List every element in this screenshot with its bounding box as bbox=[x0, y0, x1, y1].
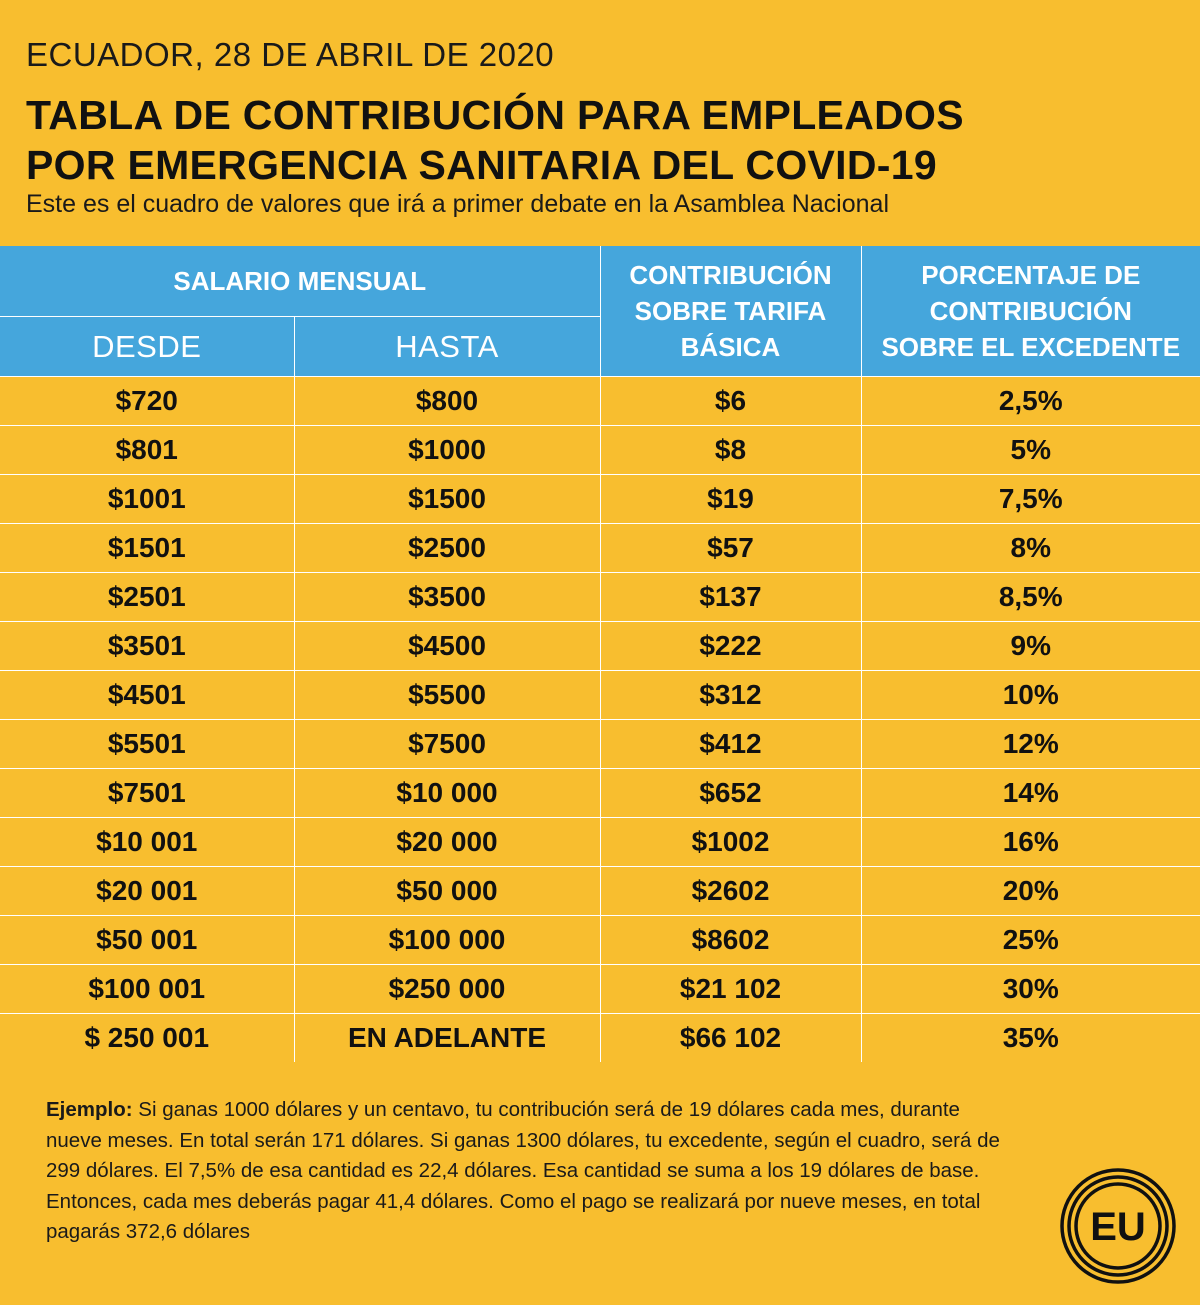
cell-contribucion: $2602 bbox=[599, 866, 862, 916]
table-row: $1001 $1500 $19 7,5% bbox=[0, 474, 1200, 524]
cell-desde: $20 001 bbox=[0, 866, 295, 916]
contribution-table: SALARIO MENSUAL CONTRIBUCIÓN SOBRE TARIF… bbox=[0, 246, 1200, 1062]
cell-hasta: EN ADELANTE bbox=[293, 1013, 601, 1062]
cell-hasta: $250 000 bbox=[293, 964, 601, 1014]
cell-desde: $1001 bbox=[0, 474, 295, 524]
table-row: $20 001 $50 000 $2602 20% bbox=[0, 866, 1200, 916]
table-row: $720 $800 $6 2,5% bbox=[0, 376, 1200, 426]
header-porcentaje-line-1: PORCENTAJE DE bbox=[921, 260, 1141, 290]
cell-desde: $1501 bbox=[0, 523, 295, 573]
cell-porcentaje: 12% bbox=[860, 719, 1200, 769]
header-contribucion: CONTRIBUCIÓN SOBRE TARIFA BÁSICA bbox=[599, 246, 862, 377]
table-body: $720 $800 $6 2,5% $801 $1000 $8 5% $1001… bbox=[0, 376, 1200, 1062]
cell-desde: $801 bbox=[0, 425, 295, 475]
table-row: $ 250 001 EN ADELANTE $66 102 35% bbox=[0, 1013, 1200, 1062]
cell-porcentaje: 8% bbox=[860, 523, 1200, 573]
table-row: $1501 $2500 $57 8% bbox=[0, 523, 1200, 573]
title-line-2: POR EMERGENCIA SANITARIA DEL COVID-19 bbox=[26, 142, 937, 188]
cell-contribucion: $19 bbox=[599, 474, 862, 524]
title-line-1: TABLA DE CONTRIBUCIÓN PARA EMPLEADOS bbox=[26, 92, 964, 138]
example-text: Si ganas 1000 dólares y un centavo, tu c… bbox=[46, 1098, 1000, 1243]
header-contribucion-line-3: BÁSICA bbox=[680, 332, 781, 362]
cell-hasta: $3500 bbox=[293, 572, 601, 622]
cell-contribucion: $137 bbox=[599, 572, 862, 622]
header-desde: DESDE bbox=[0, 316, 295, 377]
cell-porcentaje: 7,5% bbox=[860, 474, 1200, 524]
cell-porcentaje: 5% bbox=[860, 425, 1200, 475]
table-row: $3501 $4500 $222 9% bbox=[0, 621, 1200, 671]
cell-hasta: $20 000 bbox=[293, 817, 601, 867]
eu-logo-text: EU bbox=[1090, 1205, 1146, 1249]
header-porcentaje-line-3: SOBRE EL EXCEDENTE bbox=[881, 332, 1181, 362]
cell-porcentaje: 20% bbox=[860, 866, 1200, 916]
table-row: $10 001 $20 000 $1002 16% bbox=[0, 817, 1200, 867]
table-row: $2501 $3500 $137 8,5% bbox=[0, 572, 1200, 622]
cell-porcentaje: 10% bbox=[860, 670, 1200, 720]
cell-hasta: $2500 bbox=[293, 523, 601, 573]
cell-porcentaje: 9% bbox=[860, 621, 1200, 671]
cell-desde: $100 001 bbox=[0, 964, 295, 1014]
table-row: $50 001 $100 000 $8602 25% bbox=[0, 915, 1200, 965]
cell-desde: $ 250 001 bbox=[0, 1013, 295, 1062]
page-title: TABLA DE CONTRIBUCIÓN PARA EMPLEADOS POR… bbox=[26, 90, 964, 190]
header-porcentaje-line-2: CONTRIBUCIÓN bbox=[929, 296, 1132, 326]
cell-desde: $50 001 bbox=[0, 915, 295, 965]
header-porcentaje: PORCENTAJE DE CONTRIBUCIÓN SOBRE EL EXCE… bbox=[860, 246, 1200, 377]
cell-contribucion: $1002 bbox=[599, 817, 862, 867]
cell-hasta: $4500 bbox=[293, 621, 601, 671]
table-row: $801 $1000 $8 5% bbox=[0, 425, 1200, 475]
cell-desde: $10 001 bbox=[0, 817, 295, 867]
example-note: Ejemplo: Si ganas 1000 dólares y un cent… bbox=[46, 1095, 1006, 1248]
table-row: $7501 $10 000 $652 14% bbox=[0, 768, 1200, 818]
cell-contribucion: $6 bbox=[599, 376, 862, 426]
cell-contribucion: $8602 bbox=[599, 915, 862, 965]
cell-desde: $5501 bbox=[0, 719, 295, 769]
cell-hasta: $5500 bbox=[293, 670, 601, 720]
header-contribucion-line-1: CONTRIBUCIÓN bbox=[629, 260, 832, 290]
header-hasta: HASTA bbox=[293, 316, 600, 377]
cell-desde: $4501 bbox=[0, 670, 295, 720]
cell-porcentaje: 16% bbox=[860, 817, 1200, 867]
cell-hasta: $50 000 bbox=[293, 866, 601, 916]
page-subtitle: Este es el cuadro de valores que irá a p… bbox=[26, 190, 890, 218]
cell-porcentaje: 25% bbox=[860, 915, 1200, 965]
cell-contribucion: $57 bbox=[599, 523, 862, 573]
table-row: $5501 $7500 $412 12% bbox=[0, 719, 1200, 769]
cell-desde: $2501 bbox=[0, 572, 295, 622]
cell-contribucion: $66 102 bbox=[599, 1013, 862, 1062]
cell-desde: $7501 bbox=[0, 768, 295, 818]
cell-hasta: $7500 bbox=[293, 719, 601, 769]
cell-porcentaje: 2,5% bbox=[860, 376, 1200, 426]
cell-desde: $3501 bbox=[0, 621, 295, 671]
eu-logo-icon: EU bbox=[1060, 1168, 1176, 1284]
cell-contribucion: $8 bbox=[599, 425, 862, 475]
table-row: $4501 $5500 $312 10% bbox=[0, 670, 1200, 720]
table-header: SALARIO MENSUAL CONTRIBUCIÓN SOBRE TARIF… bbox=[0, 246, 1200, 377]
cell-contribucion: $652 bbox=[599, 768, 862, 818]
cell-contribucion: $21 102 bbox=[599, 964, 862, 1014]
cell-hasta: $800 bbox=[293, 376, 601, 426]
cell-hasta: $10 000 bbox=[293, 768, 601, 818]
cell-contribucion: $222 bbox=[599, 621, 862, 671]
cell-porcentaje: 8,5% bbox=[860, 572, 1200, 622]
cell-porcentaje: 35% bbox=[860, 1013, 1200, 1062]
dateline: ECUADOR, 28 DE ABRIL DE 2020 bbox=[26, 36, 555, 73]
header-salario-mensual: SALARIO MENSUAL bbox=[0, 246, 601, 317]
cell-hasta: $1500 bbox=[293, 474, 601, 524]
table-row: $100 001 $250 000 $21 102 30% bbox=[0, 964, 1200, 1014]
cell-porcentaje: 30% bbox=[860, 964, 1200, 1014]
cell-hasta: $100 000 bbox=[293, 915, 601, 965]
header-contribucion-line-2: SOBRE TARIFA bbox=[634, 296, 827, 326]
cell-contribucion: $312 bbox=[599, 670, 862, 720]
example-label: Ejemplo: bbox=[46, 1098, 133, 1121]
cell-hasta: $1000 bbox=[293, 425, 601, 475]
cell-contribucion: $412 bbox=[599, 719, 862, 769]
cell-porcentaje: 14% bbox=[860, 768, 1200, 818]
cell-desde: $720 bbox=[0, 376, 295, 426]
